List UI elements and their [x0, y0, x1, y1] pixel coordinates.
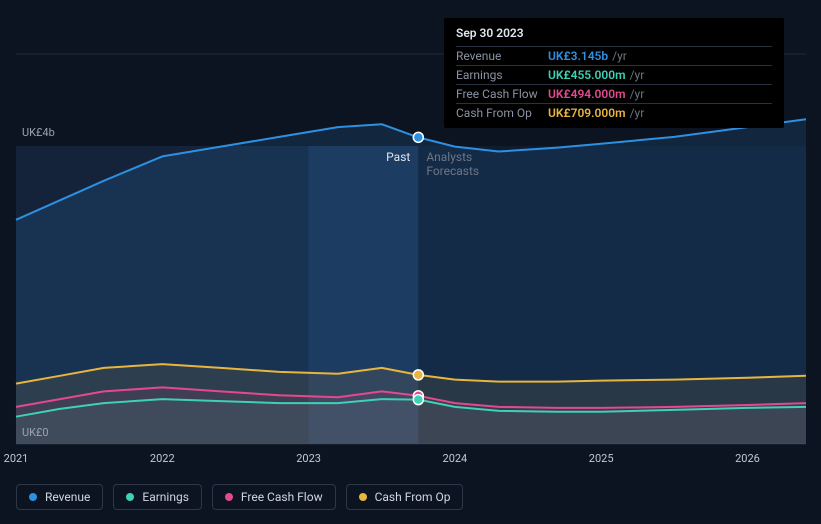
forecast-region-label: Analysts Forecasts	[426, 150, 479, 178]
tooltip-date: Sep 30 2023	[456, 26, 772, 40]
tooltip-key: Free Cash Flow	[456, 87, 548, 101]
hover-tooltip: Sep 30 2023 RevenueUK£3.145b/yrEarningsU…	[444, 18, 784, 128]
tooltip-key: Cash From Op	[456, 106, 548, 120]
tooltip-row: EarningsUK£455.000m/yr	[456, 65, 772, 84]
tooltip-value: UK£3.145b	[548, 49, 608, 63]
tooltip-value: UK£494.000m	[548, 87, 626, 101]
legend-item-revenue[interactable]: Revenue	[16, 484, 103, 510]
legend-label: Free Cash Flow	[241, 490, 323, 504]
tooltip-unit: /yr	[630, 68, 645, 82]
x-axis-label: 2026	[735, 452, 760, 465]
tooltip-key: Earnings	[456, 68, 548, 82]
legend-label: Earnings	[142, 490, 189, 504]
legend-item-cash-from-op[interactable]: Cash From Op	[346, 484, 464, 510]
legend-dot-icon	[126, 493, 134, 501]
tooltip-key: Revenue	[456, 49, 548, 63]
tooltip-row: RevenueUK£3.145b/yr	[456, 46, 772, 65]
tooltip-unit: /yr	[612, 49, 627, 63]
legend-item-earnings[interactable]: Earnings	[113, 484, 202, 510]
tooltip-value: UK£709.000m	[548, 106, 626, 120]
y-axis-label-top: UK£4b	[22, 126, 55, 139]
legend-dot-icon	[359, 493, 367, 501]
legend-item-free-cash-flow[interactable]: Free Cash Flow	[212, 484, 336, 510]
legend: Revenue Earnings Free Cash Flow Cash From O…	[16, 484, 463, 510]
legend-label: Revenue	[45, 490, 90, 504]
legend-dot-icon	[225, 493, 233, 501]
x-axis-label: 2021	[4, 452, 29, 465]
past-region-label: Past	[386, 150, 410, 164]
tooltip-row: Cash From OpUK£709.000m/yr	[456, 103, 772, 122]
x-axis-label: 2022	[150, 452, 175, 465]
x-axis-label: 2024	[443, 452, 468, 465]
financials-chart: UK£4b UK£0 2021 2022 2023 2024 2025 2026 Past…	[0, 0, 821, 524]
tooltip-unit: /yr	[630, 106, 645, 120]
x-axis-label: 2025	[589, 452, 614, 465]
tooltip-row: Free Cash FlowUK£494.000m/yr	[456, 84, 772, 103]
tooltip-value: UK£455.000m	[548, 68, 626, 82]
tooltip-unit: /yr	[630, 87, 645, 101]
legend-label: Cash From Op	[375, 490, 451, 504]
x-axis-label: 2023	[296, 452, 321, 465]
legend-dot-icon	[29, 493, 37, 501]
y-axis-label-bottom: UK£0	[22, 426, 49, 439]
